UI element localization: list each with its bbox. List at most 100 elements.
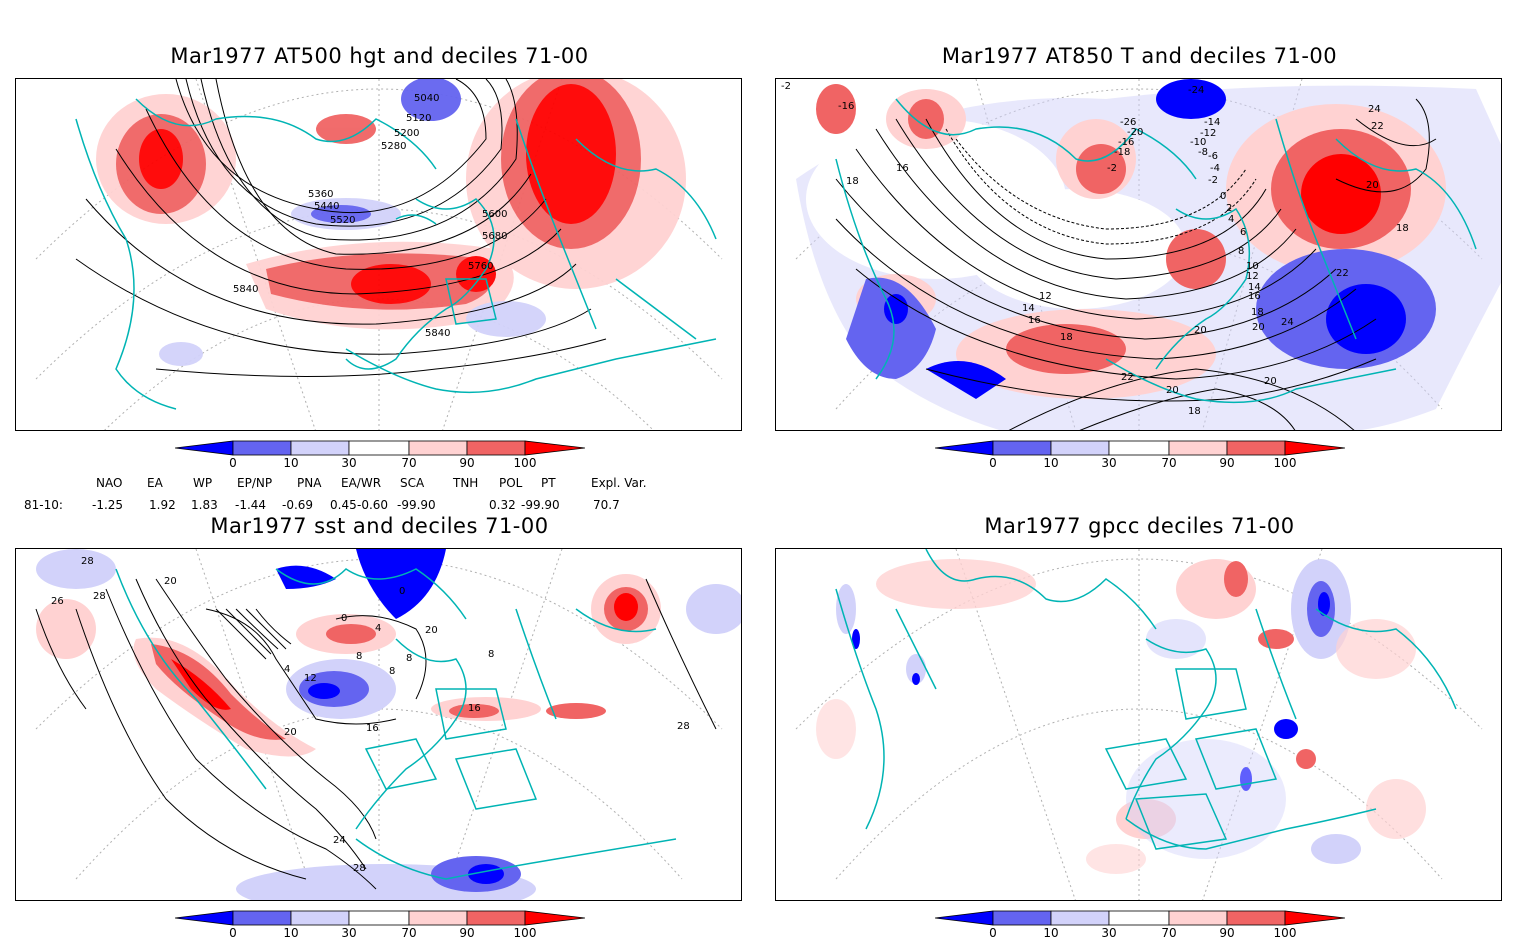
contour-label: 24 bbox=[1368, 104, 1381, 115]
contour-label: 8 bbox=[1238, 246, 1244, 257]
contour-label: 16 bbox=[366, 723, 379, 734]
contour-label: 18 bbox=[1251, 307, 1264, 318]
contour-label: -2 bbox=[1208, 175, 1218, 186]
index-value: -0.69 bbox=[282, 498, 314, 512]
colorbar-tick: 30 bbox=[341, 926, 357, 940]
contour-label: 22 bbox=[1371, 121, 1384, 132]
contour-label: -8 bbox=[1198, 147, 1208, 158]
index-row-label: 81-10: bbox=[24, 498, 63, 512]
panel4-title: Mar1977 gpcc deciles 71-00 bbox=[984, 514, 1295, 538]
contour-label: 20 bbox=[1194, 325, 1207, 336]
contour-label: 24 bbox=[1281, 317, 1294, 328]
contour-label: 6 bbox=[1240, 227, 1246, 238]
contour-label: 5120 bbox=[406, 113, 431, 124]
contour-label: -12 bbox=[1200, 128, 1216, 139]
contour-label: 14 bbox=[1022, 303, 1035, 314]
index-header: EA bbox=[147, 476, 163, 490]
contour-label: 5520 bbox=[330, 215, 355, 226]
contour-label: 5760 bbox=[468, 261, 493, 272]
contour-label: 4 bbox=[1228, 214, 1234, 225]
colorbar-tick: 90 bbox=[1219, 926, 1235, 940]
index-value: 1.92 bbox=[149, 498, 176, 512]
contour-label: 5840 bbox=[233, 284, 258, 295]
contour-label: 16 bbox=[896, 163, 909, 174]
contour-label: -2 bbox=[781, 81, 791, 92]
index-header: EA/WR bbox=[341, 476, 382, 490]
colorbar-tick: 100 bbox=[513, 456, 537, 470]
index-value: -1.44 bbox=[235, 498, 267, 512]
colorbar-tick: 100 bbox=[1273, 926, 1297, 940]
index-value: -0.60 bbox=[357, 498, 389, 512]
index-header: POL bbox=[499, 476, 523, 490]
contour-label: 8 bbox=[356, 651, 362, 662]
contour-label: 14 bbox=[1248, 282, 1261, 293]
contour-label: 8 bbox=[406, 653, 412, 664]
index-header: Expl. Var. bbox=[591, 476, 647, 490]
contour-label: 20 bbox=[1252, 322, 1265, 333]
contour-label: 5280 bbox=[381, 141, 406, 152]
contour-label: 18 bbox=[1060, 332, 1073, 343]
contour-labels: 28 26 28 20 0 0 4 4 8 8 12 16 20 24 28 2… bbox=[51, 556, 690, 874]
map-panel-sst: 28 26 28 20 0 0 4 4 8 8 12 16 20 24 28 2… bbox=[15, 548, 742, 901]
colorbar-tick: 30 bbox=[341, 456, 357, 470]
colorbar-p4: 0 10 30 70 90 100 bbox=[935, 910, 1345, 940]
precip-deciles-shading bbox=[816, 559, 1426, 874]
colorbar-p1: 0 10 30 70 90 100 bbox=[175, 440, 585, 470]
map-panel-gpcc bbox=[775, 548, 1502, 901]
colorbar-tick: 30 bbox=[1101, 926, 1117, 940]
panel3-title: Mar1977 sst and deciles 71-00 bbox=[210, 514, 549, 538]
contour-label: 5840 bbox=[425, 328, 450, 339]
contour-label: 20 bbox=[425, 625, 438, 636]
contour-label: 5440 bbox=[314, 201, 339, 212]
contour-label: 12 bbox=[1039, 291, 1052, 302]
anomaly-shading bbox=[36, 549, 741, 900]
colorbar-tick: 90 bbox=[459, 456, 475, 470]
index-header: PT bbox=[541, 476, 556, 490]
colorbar-tick: 10 bbox=[283, 456, 299, 470]
contour-label: 5360 bbox=[308, 189, 333, 200]
index-value: -99.90 bbox=[521, 498, 560, 512]
contour-label: -6 bbox=[1208, 151, 1218, 162]
contour-label: 18 bbox=[1396, 223, 1409, 234]
anomaly-shading bbox=[96, 79, 686, 366]
colorbar-tick: 0 bbox=[989, 456, 997, 470]
colorbar-tick: 0 bbox=[229, 926, 237, 940]
colorbar-tick: 10 bbox=[1043, 456, 1059, 470]
contour-label: 5200 bbox=[394, 128, 419, 139]
contour-label: 4 bbox=[284, 664, 290, 675]
panel1-title: Mar1977 AT500 hgt and deciles 71-00 bbox=[170, 44, 589, 68]
index-header: EP/NP bbox=[237, 476, 273, 490]
index-value: 1.83 bbox=[191, 498, 218, 512]
index-header: PNA bbox=[297, 476, 322, 490]
contour-label: 26 bbox=[51, 596, 64, 607]
colorbar-tick: 0 bbox=[989, 926, 997, 940]
map-panel-t850: -24 -14 -12 -10 -8 -6 -4 -2 0 2 4 6 8 10… bbox=[775, 78, 1502, 431]
contour-label: 12 bbox=[1246, 271, 1259, 282]
contour-label: 5680 bbox=[482, 231, 507, 242]
index-value: 0.32 bbox=[489, 498, 516, 512]
contour-label: -16 bbox=[838, 101, 854, 112]
colorbar-tick: 90 bbox=[1219, 456, 1235, 470]
contour-label: 16 bbox=[468, 703, 481, 714]
contour-label: 28 bbox=[81, 556, 94, 567]
contour-label: 0 bbox=[1220, 191, 1226, 202]
index-header: TNH bbox=[453, 476, 479, 490]
contour-label: -4 bbox=[1210, 163, 1220, 174]
contour-label: 10 bbox=[1246, 261, 1259, 272]
colorbar-p2: 0 10 30 70 90 100 bbox=[935, 440, 1345, 470]
contour-label: -20 bbox=[1127, 127, 1143, 138]
contour-label: 16 bbox=[1028, 315, 1041, 326]
anomaly-shading bbox=[796, 79, 1501, 430]
contour-label: -10 bbox=[1190, 137, 1206, 148]
contour-label: 20 bbox=[1264, 376, 1277, 387]
index-value: 70.7 bbox=[593, 498, 620, 512]
contour-label: 18 bbox=[1188, 406, 1201, 417]
contour-label: 20 bbox=[284, 727, 297, 738]
contour-label: 0 bbox=[341, 613, 347, 624]
contour-label: -18 bbox=[1114, 147, 1130, 158]
contour-label: 8 bbox=[488, 649, 494, 660]
contour-label: -16 bbox=[1118, 137, 1134, 148]
contour-label: 4 bbox=[375, 623, 381, 634]
colorbar-tick: 90 bbox=[459, 926, 475, 940]
contour-label: -14 bbox=[1204, 117, 1220, 128]
